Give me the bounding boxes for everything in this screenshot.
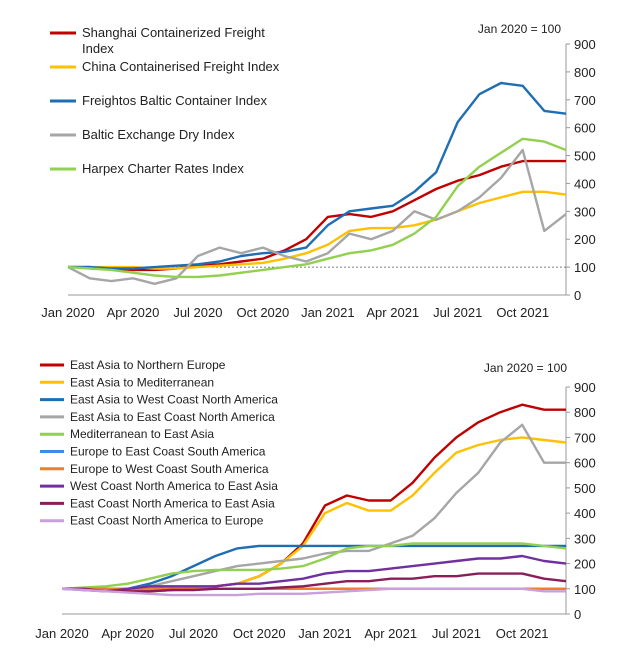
y-tick-label: 500 <box>574 481 596 496</box>
legend-label: China Containerised Freight Index <box>82 59 280 74</box>
y-tick-label: 300 <box>574 204 596 219</box>
x-tick-label: Apr 2021 <box>366 305 419 320</box>
y-tick-label: 600 <box>574 456 596 471</box>
legend-label: East Coast North America to Europe <box>70 514 264 528</box>
index-note: Jan 2020 = 100 <box>478 22 561 36</box>
legend-label: East Coast North America to East Asia <box>70 496 275 510</box>
series-line <box>67 148 567 285</box>
legend-label: Europe to West Coast South America <box>70 462 269 476</box>
y-tick-label: 400 <box>574 506 596 521</box>
legend-label: East Asia to Mediterranean <box>70 375 214 389</box>
series-line <box>61 587 566 597</box>
series-line <box>62 544 566 592</box>
x-tick-label: Jul 2020 <box>173 305 222 320</box>
y-tick-label: 600 <box>574 121 596 136</box>
y-tick-label: 200 <box>574 232 596 247</box>
y-tick-label: 900 <box>574 380 596 395</box>
y-tick-label: 100 <box>574 260 596 275</box>
series-line <box>61 554 567 593</box>
x-tick-label: Oct 2021 <box>496 305 549 320</box>
y-tick-label: 700 <box>574 430 596 445</box>
legend-label: Freightos Baltic Container Index <box>82 93 267 108</box>
y-tick-label: 0 <box>574 607 581 622</box>
legend-label: Shanghai Containerized Freight Index <box>82 25 265 56</box>
series-line <box>67 137 567 279</box>
x-tick-label: Jul 2021 <box>433 305 482 320</box>
y-tick-label: 800 <box>574 405 596 420</box>
x-tick-label: Apr 2021 <box>364 626 417 641</box>
y-tick-label: 400 <box>574 176 596 191</box>
y-tick-label: 200 <box>574 557 596 572</box>
y-tick-label: 500 <box>574 149 596 164</box>
x-tick-label: Apr 2020 <box>101 626 154 641</box>
x-tick-label: Jan 2020 <box>41 305 95 320</box>
x-tick-label: Jan 2021 <box>301 305 355 320</box>
y-tick-label: 100 <box>574 582 596 597</box>
x-tick-label: Jan 2021 <box>298 626 352 641</box>
legend-label: Baltic Exchange Dry Index <box>82 127 235 142</box>
legend-label: East Asia to East Coast North America <box>70 410 275 424</box>
legend-label: Mediterranean to East Asia <box>70 427 214 441</box>
legend-label: West Coast North America to East Asia <box>70 479 278 493</box>
legend-label: East Asia to Northern Europe <box>70 358 226 372</box>
y-tick-label: 700 <box>574 93 596 108</box>
legend-label: Harpex Charter Rates Index <box>82 161 244 176</box>
x-tick-label: Oct 2020 <box>233 626 286 641</box>
y-tick-label: 800 <box>574 65 596 80</box>
x-tick-label: Jul 2021 <box>432 626 481 641</box>
chart-1: 0 100 200 300 400 500 600 700 800 900 Jan 2020 Apr … <box>41 22 595 320</box>
legend-label: East Asia to West Coast North America <box>70 393 278 407</box>
index-note: Jan 2020 = 100 <box>484 361 567 375</box>
chart-2: 0 100 200 300 400 500 600 700 800 900 Jan 2020 Apr … <box>35 358 595 641</box>
y-tick-label: 300 <box>574 531 596 546</box>
series-line <box>61 542 567 590</box>
series-line <box>68 81 567 270</box>
y-tick-label: 0 <box>574 288 581 303</box>
series-line <box>62 572 567 593</box>
x-tick-label: Oct 2021 <box>496 626 549 641</box>
x-tick-label: Oct 2020 <box>236 305 289 320</box>
y-tick-label: 900 <box>574 37 596 52</box>
x-tick-label: Jan 2020 <box>35 626 89 641</box>
x-tick-label: Jul 2020 <box>169 626 218 641</box>
x-tick-label: Apr 2020 <box>107 305 160 320</box>
series-line <box>68 159 566 272</box>
legend-label: Europe to East Coast South America <box>70 445 266 459</box>
